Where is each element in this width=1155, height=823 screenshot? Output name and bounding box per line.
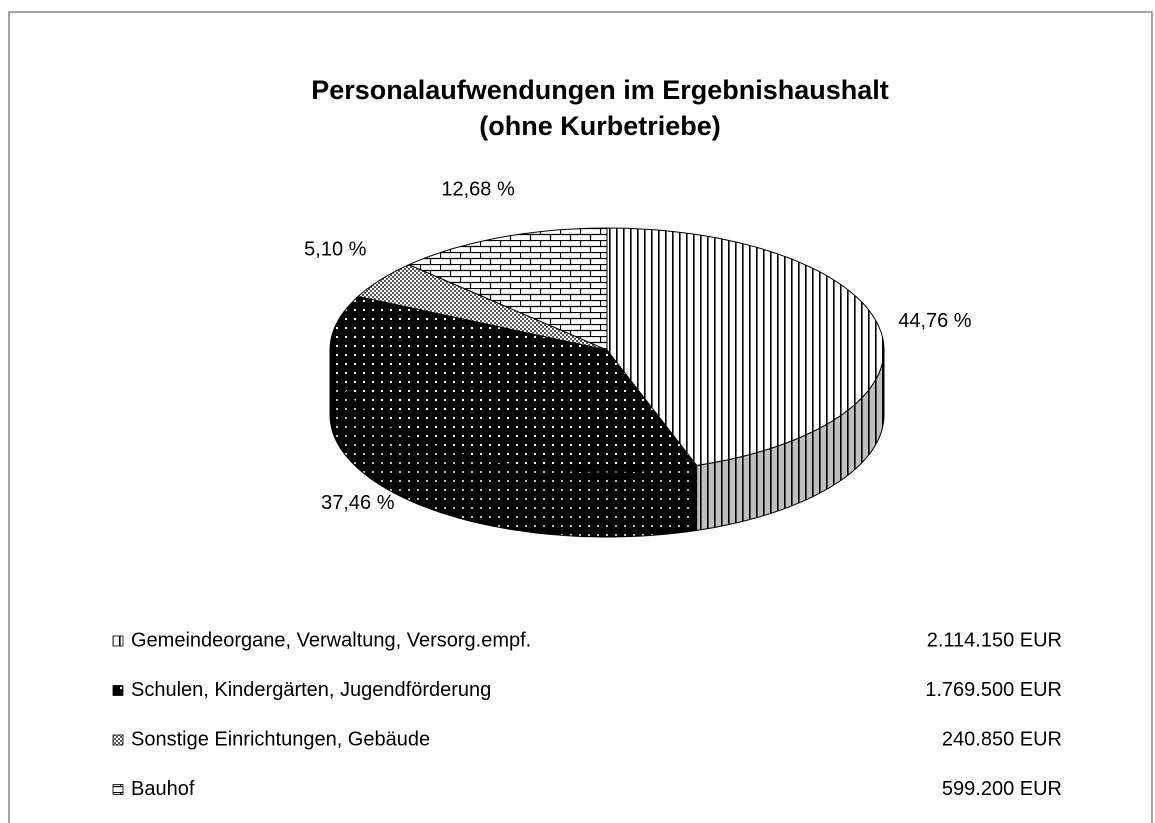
legend-swatch	[112, 734, 124, 746]
pie-slice	[329, 295, 698, 473]
data-label: 37,46 %	[321, 492, 395, 514]
pie-slice	[407, 227, 608, 351]
chart-title: Personalaufwendungen im Ergebnishaushalt	[311, 75, 889, 105]
data-label: 12,68 %	[441, 179, 515, 201]
chart-subtitle: (ohne Kurbetriebe)	[479, 111, 721, 141]
data-label: 5,10 %	[304, 238, 366, 260]
pie-slice	[606, 227, 885, 466]
pie-side-shade	[696, 350, 884, 531]
pie-side-shade	[330, 350, 697, 537]
data-label: 44,76 %	[898, 310, 972, 332]
legend-swatch	[112, 635, 124, 647]
legend-amount: 240.850 EUR	[942, 728, 1062, 750]
legend-label: Gemeindeorgane, Verwaltung, Versorg.empf…	[131, 629, 531, 651]
pie-slice	[356, 264, 608, 351]
legend-label: Sonstige Einrichtungen, Gebäude	[131, 728, 430, 750]
frame	[8, 11, 1153, 823]
legend-label: Schulen, Kindergärten, Jugendförderung	[131, 679, 491, 701]
legend-swatch	[112, 685, 124, 696]
legend-swatch	[112, 784, 124, 795]
legend-amount: 2.114.150 EUR	[927, 629, 1062, 651]
legend-label: Bauhof	[131, 778, 195, 800]
legend-amount: 1.769.500 EUR	[925, 679, 1062, 701]
legend-amount: 599.200 EUR	[942, 778, 1062, 800]
